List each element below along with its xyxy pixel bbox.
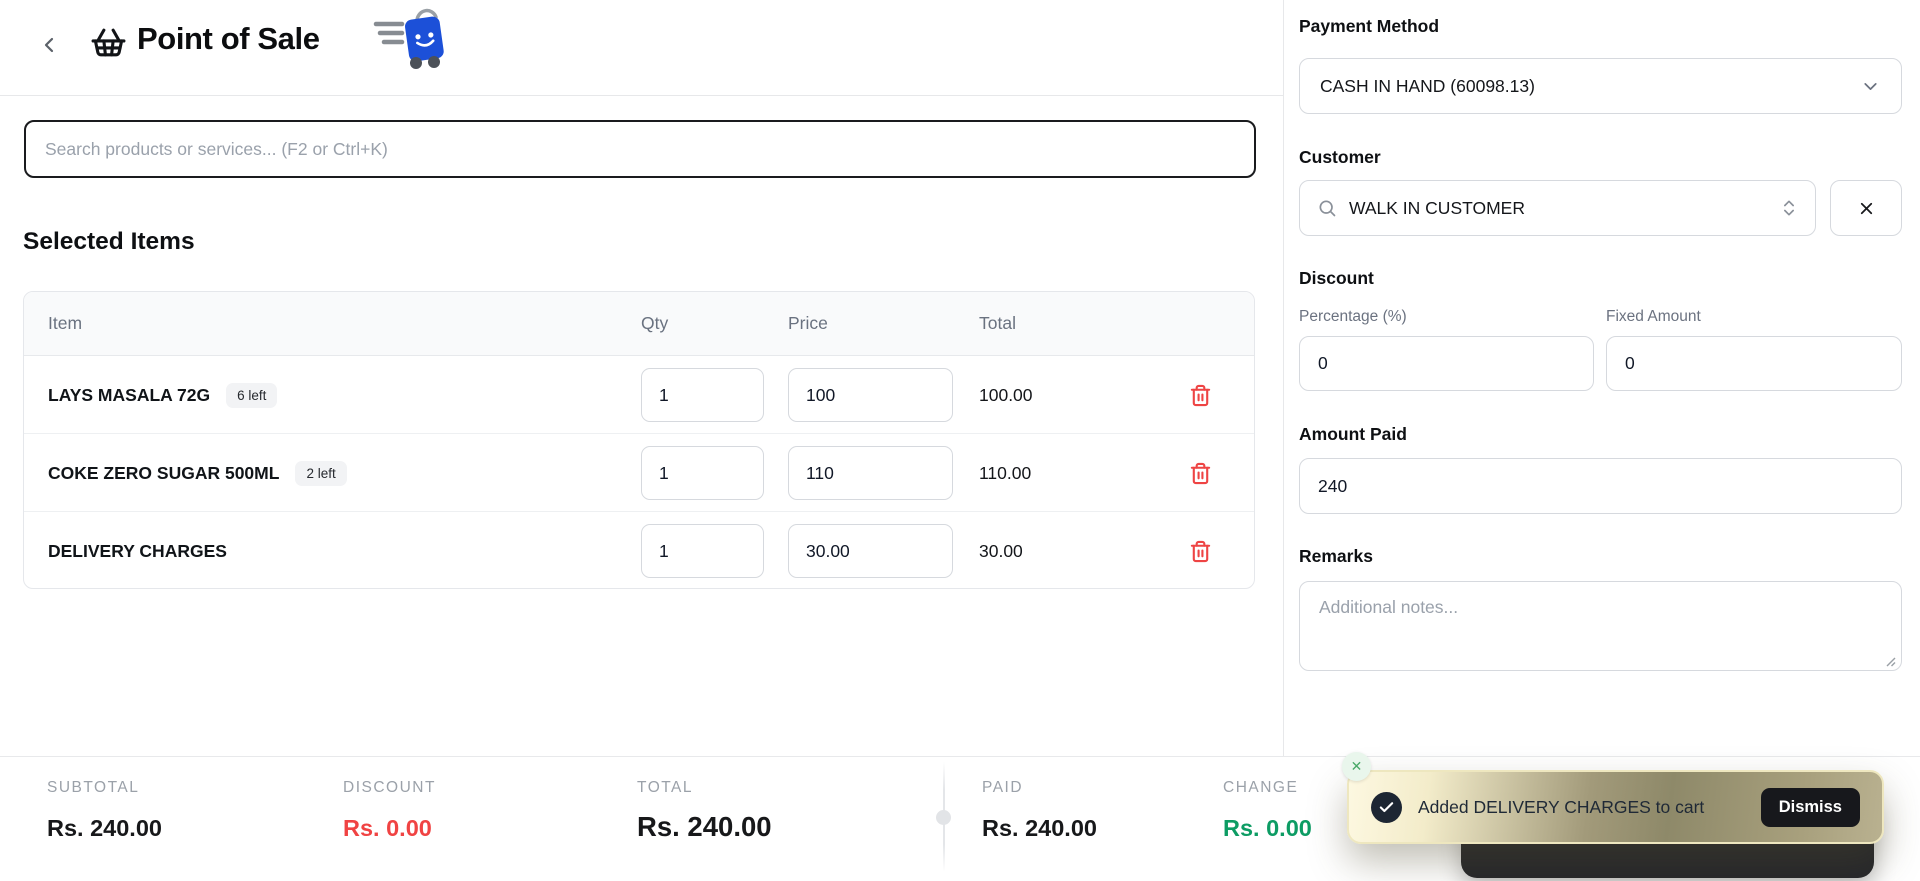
column-header-total: Total — [979, 292, 1016, 355]
subtotal-value: Rs. 240.00 — [47, 815, 162, 842]
trash-icon — [1189, 462, 1212, 485]
page-title: Point of Sale — [137, 21, 320, 57]
trash-icon — [1189, 540, 1212, 563]
discount-percentage-input[interactable] — [1299, 336, 1594, 391]
table-header: Item Qty Price Total — [24, 292, 1254, 356]
fixed-amount-label: Fixed Amount — [1606, 308, 1701, 326]
customer-combobox[interactable]: WALK IN CUSTOMER — [1299, 180, 1816, 236]
price-input[interactable] — [788, 446, 953, 500]
pos-page: Point of Sale Selected Items Item Qty Pr… — [0, 0, 1920, 881]
dismiss-button[interactable]: Dismiss — [1761, 788, 1860, 827]
change-label: CHANGE — [1223, 779, 1298, 797]
chevron-left-icon — [37, 33, 61, 57]
delete-item-button[interactable] — [1178, 529, 1222, 573]
footer-separator-dot — [936, 810, 951, 825]
row-total: 110.00 — [979, 434, 1031, 512]
amount-paid-input[interactable] — [1299, 458, 1902, 514]
paid-label: PAID — [982, 779, 1023, 797]
payment-method-value: CASH IN HAND (60098.13) — [1320, 76, 1860, 97]
qty-input[interactable] — [641, 368, 764, 422]
price-input[interactable] — [788, 368, 953, 422]
discount-label: Discount — [1299, 268, 1374, 289]
back-button[interactable] — [32, 28, 66, 62]
delete-item-button[interactable] — [1178, 373, 1222, 417]
remarks-textarea[interactable] — [1299, 581, 1902, 671]
stock-badge: 6 left — [226, 383, 277, 408]
price-input[interactable] — [788, 524, 953, 578]
clear-customer-button[interactable] — [1830, 180, 1902, 236]
chevrons-up-down-icon — [1779, 198, 1799, 218]
column-header-qty: Qty — [641, 292, 668, 355]
column-header-price: Price — [788, 292, 828, 355]
toast-message: Added DELIVERY CHARGES to cart — [1418, 797, 1745, 818]
chevron-down-icon — [1860, 76, 1881, 97]
payment-method-label: Payment Method — [1299, 16, 1439, 37]
resize-handle-icon[interactable] — [1884, 655, 1896, 667]
payment-method-select[interactable]: CASH IN HAND (60098.13) — [1299, 58, 1902, 114]
column-header-item: Item — [48, 292, 82, 355]
discount-fixed-input[interactable] — [1606, 336, 1902, 391]
toast-close-button[interactable]: ✕ — [1342, 752, 1371, 781]
panel-divider — [1283, 0, 1284, 756]
check-circle-icon — [1371, 792, 1402, 823]
amount-paid-label: Amount Paid — [1299, 424, 1407, 445]
total-label: TOTAL — [637, 779, 693, 797]
percentage-label: Percentage (%) — [1299, 308, 1407, 326]
selected-items-heading: Selected Items — [23, 228, 195, 256]
x-icon — [1857, 199, 1876, 218]
change-value: Rs. 0.00 — [1223, 815, 1312, 842]
stock-badge: 2 left — [295, 461, 346, 486]
delete-item-button[interactable] — [1178, 451, 1222, 495]
item-name: LAYS MASALA 72G — [48, 385, 210, 406]
trash-icon — [1189, 384, 1212, 407]
search-icon — [1317, 198, 1337, 218]
toast-notification: Added DELIVERY CHARGES to cart Dismiss — [1347, 770, 1884, 844]
item-name: DELIVERY CHARGES — [48, 541, 227, 562]
customer-label: Customer — [1299, 147, 1381, 168]
item-name: COKE ZERO SUGAR 500ML — [48, 463, 279, 484]
x-icon: ✕ — [1351, 758, 1363, 775]
footer-divider — [0, 756, 1920, 757]
subtotal-label: SUBTOTAL — [47, 779, 139, 797]
discount-footer-label: DISCOUNT — [343, 779, 436, 797]
qty-input[interactable] — [641, 446, 764, 500]
store-logo-icon — [370, 4, 454, 70]
remarks-label: Remarks — [1299, 546, 1373, 567]
customer-value: WALK IN CUSTOMER — [1349, 198, 1767, 219]
discount-footer-value: Rs. 0.00 — [343, 815, 432, 842]
qty-input[interactable] — [641, 524, 764, 578]
table-row: DELIVERY CHARGES 30.00 — [24, 512, 1254, 589]
row-total: 30.00 — [979, 512, 1023, 589]
paid-value: Rs. 240.00 — [982, 815, 1097, 842]
table-row: COKE ZERO SUGAR 500ML 2 left 110.00 — [24, 434, 1254, 512]
header-divider — [0, 95, 1283, 96]
selected-items-table: Item Qty Price Total LAYS MASALA 72G 6 l… — [23, 291, 1255, 589]
table-row: LAYS MASALA 72G 6 left 100.00 — [24, 356, 1254, 434]
row-total: 100.00 — [979, 356, 1033, 434]
search-input[interactable] — [24, 120, 1256, 178]
shopping-basket-icon — [90, 24, 127, 61]
total-value: Rs. 240.00 — [637, 811, 772, 843]
